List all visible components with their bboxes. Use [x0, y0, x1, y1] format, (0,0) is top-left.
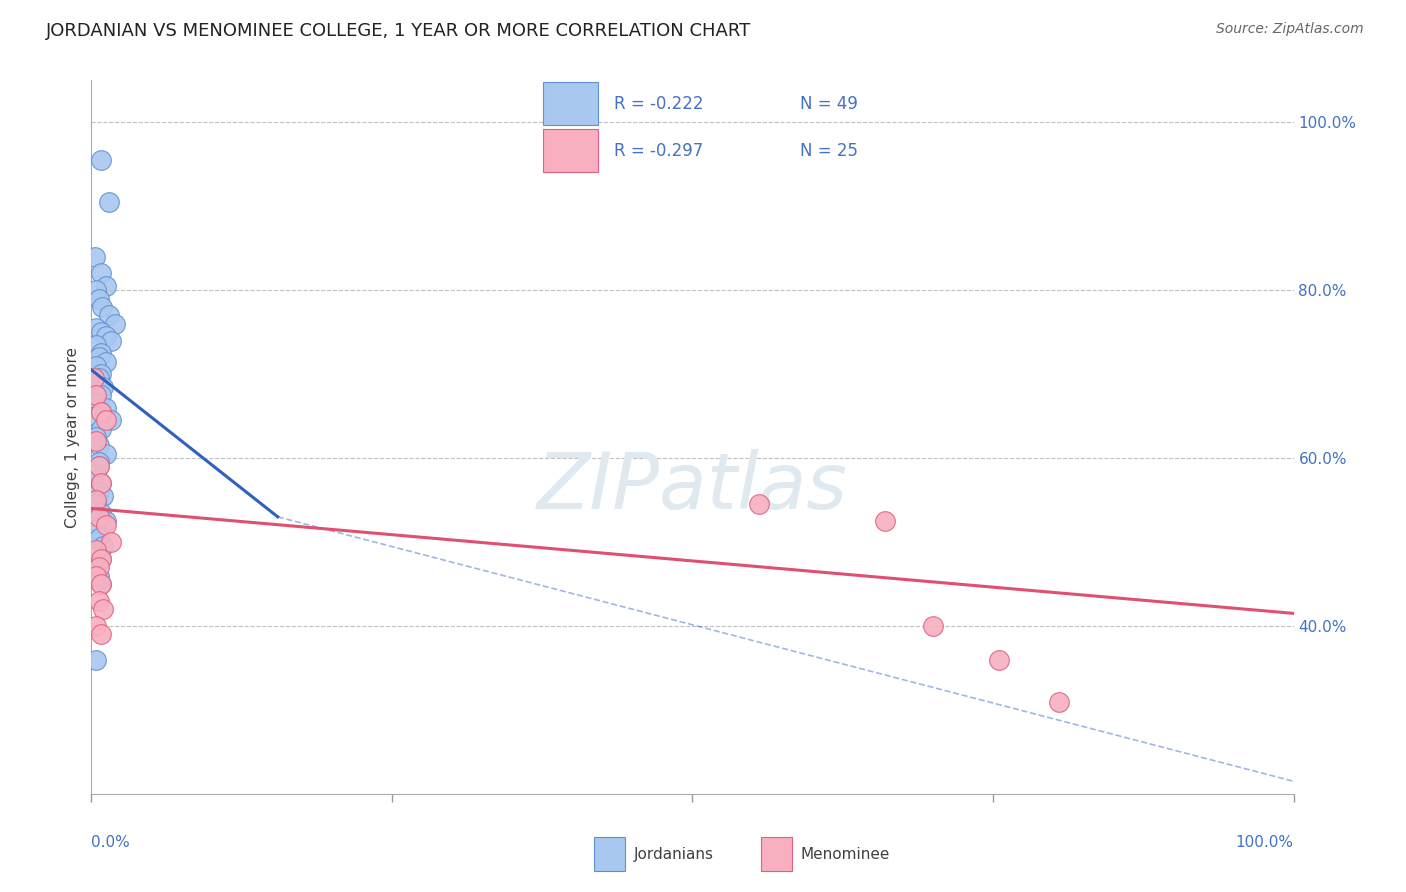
Point: [90, 346, 112, 360]
Text: Menominee: Menominee: [801, 847, 890, 862]
Text: R = -0.297: R = -0.297: [614, 142, 703, 160]
Point: [90, 506, 112, 520]
Point: [87, 371, 110, 385]
Point: [94, 354, 117, 368]
Point: [98, 309, 121, 323]
Point: [87, 568, 110, 582]
Point: [873, 514, 896, 528]
Text: Jordanians: Jordanians: [634, 847, 714, 862]
Point: [87, 455, 110, 469]
Point: [90, 405, 112, 419]
Point: [100, 413, 122, 427]
Point: [90, 388, 112, 402]
Point: [94, 518, 117, 533]
Point: [90, 422, 112, 436]
Point: [922, 619, 945, 633]
Point: [84, 359, 107, 373]
Point: [90, 551, 112, 566]
Point: [87, 531, 110, 545]
Point: [87, 351, 110, 365]
Bar: [543, 82, 598, 125]
Point: [100, 535, 122, 549]
Point: [93, 380, 115, 394]
Point: [84, 497, 107, 511]
Point: [98, 194, 121, 209]
Point: [83, 371, 105, 385]
Point: [90, 551, 112, 566]
Point: [84, 430, 107, 444]
Text: N = 49: N = 49: [800, 95, 858, 112]
Point: [94, 514, 117, 528]
Point: [84, 560, 107, 574]
Point: [90, 405, 112, 419]
Point: [84, 568, 107, 582]
Point: [90, 325, 112, 339]
Point: [1047, 694, 1070, 708]
Point: [84, 493, 107, 508]
Point: [94, 329, 117, 343]
Point: [90, 153, 112, 167]
Point: [93, 602, 115, 616]
Bar: [761, 837, 792, 871]
Point: [94, 401, 117, 415]
Point: [90, 577, 112, 591]
Point: [84, 250, 107, 264]
Point: [93, 539, 115, 553]
Point: [84, 409, 107, 423]
Point: [90, 476, 112, 491]
Point: [94, 279, 117, 293]
Point: [104, 317, 127, 331]
Text: R = -0.222: R = -0.222: [614, 95, 704, 112]
Point: [84, 619, 107, 633]
Y-axis label: College, 1 year or more: College, 1 year or more: [65, 347, 80, 527]
Point: [87, 484, 110, 499]
Point: [94, 447, 117, 461]
Point: [84, 396, 107, 410]
Point: [90, 577, 112, 591]
Point: [87, 509, 110, 524]
Point: [84, 467, 107, 482]
Point: [748, 497, 770, 511]
Point: [84, 321, 107, 335]
Point: [84, 543, 107, 558]
Point: [90, 476, 112, 491]
Bar: [593, 837, 624, 871]
Point: [87, 560, 110, 574]
Text: 100.0%: 100.0%: [1236, 836, 1294, 850]
Text: Source: ZipAtlas.com: Source: ZipAtlas.com: [1216, 22, 1364, 37]
Point: [84, 337, 107, 351]
Point: [988, 652, 1011, 666]
Point: [87, 459, 110, 474]
Point: [91, 300, 114, 314]
Point: [87, 594, 110, 608]
Text: ZIPatlas: ZIPatlas: [537, 449, 848, 525]
Point: [87, 292, 110, 306]
Text: N = 25: N = 25: [800, 142, 858, 160]
Point: [90, 627, 112, 641]
Point: [90, 266, 112, 280]
Point: [84, 434, 107, 449]
Point: [90, 367, 112, 381]
Text: JORDANIAN VS MENOMINEE COLLEGE, 1 YEAR OR MORE CORRELATION CHART: JORDANIAN VS MENOMINEE COLLEGE, 1 YEAR O…: [46, 22, 752, 40]
Point: [84, 283, 107, 297]
Point: [84, 523, 107, 537]
Point: [100, 334, 122, 348]
Point: [94, 413, 117, 427]
Point: [87, 459, 110, 474]
Text: 0.0%: 0.0%: [91, 836, 131, 850]
Point: [84, 652, 107, 666]
Bar: [543, 129, 598, 172]
Point: [93, 489, 115, 503]
Point: [84, 388, 107, 402]
Point: [87, 438, 110, 452]
